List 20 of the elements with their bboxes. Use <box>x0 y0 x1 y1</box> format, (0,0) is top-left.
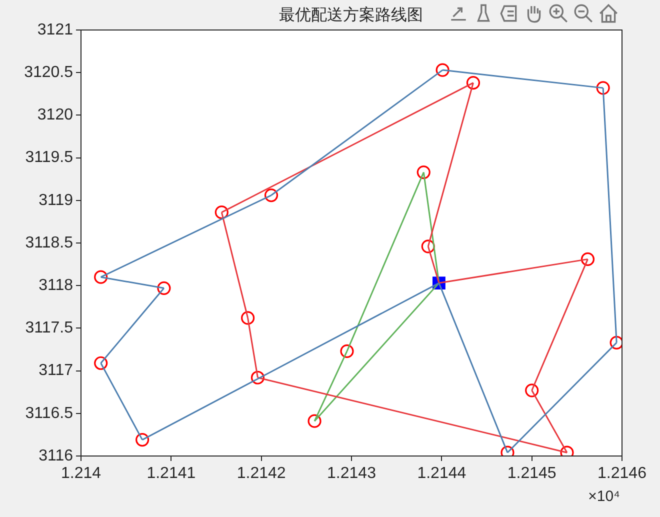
y-tick-label: 3116.5 <box>25 404 74 422</box>
y-tick-label: 3120.5 <box>24 64 74 82</box>
x-tick-label: 1.2141 <box>146 465 196 482</box>
chart-title: 最优配送方案路线图 <box>279 5 423 26</box>
y-tick-label: 3119 <box>38 192 74 209</box>
text: ×10⁴ <box>588 488 620 505</box>
y-tick-label: 3118.5 <box>25 234 74 252</box>
y-tick-label: 3121 <box>37 21 74 38</box>
x-tick-label: 1.2144 <box>417 465 466 482</box>
x-tick-label: 1.2145 <box>507 465 556 482</box>
x-tick-label: 1.214 <box>60 465 102 482</box>
y-tick-label: 3116 <box>38 447 74 464</box>
y-tick-label: 3118 <box>38 277 74 294</box>
y-tick-label: 3119.5 <box>25 149 74 166</box>
y-tick-label: 3120 <box>37 106 74 124</box>
y-tick-label: 3117 <box>38 362 74 380</box>
x-tick-label: 1.2146 <box>598 465 647 482</box>
y-tick-label: 3117.5 <box>25 320 74 337</box>
x-tick-label: 1.2143 <box>327 465 376 482</box>
x-tick-label: 1.2142 <box>236 465 286 482</box>
